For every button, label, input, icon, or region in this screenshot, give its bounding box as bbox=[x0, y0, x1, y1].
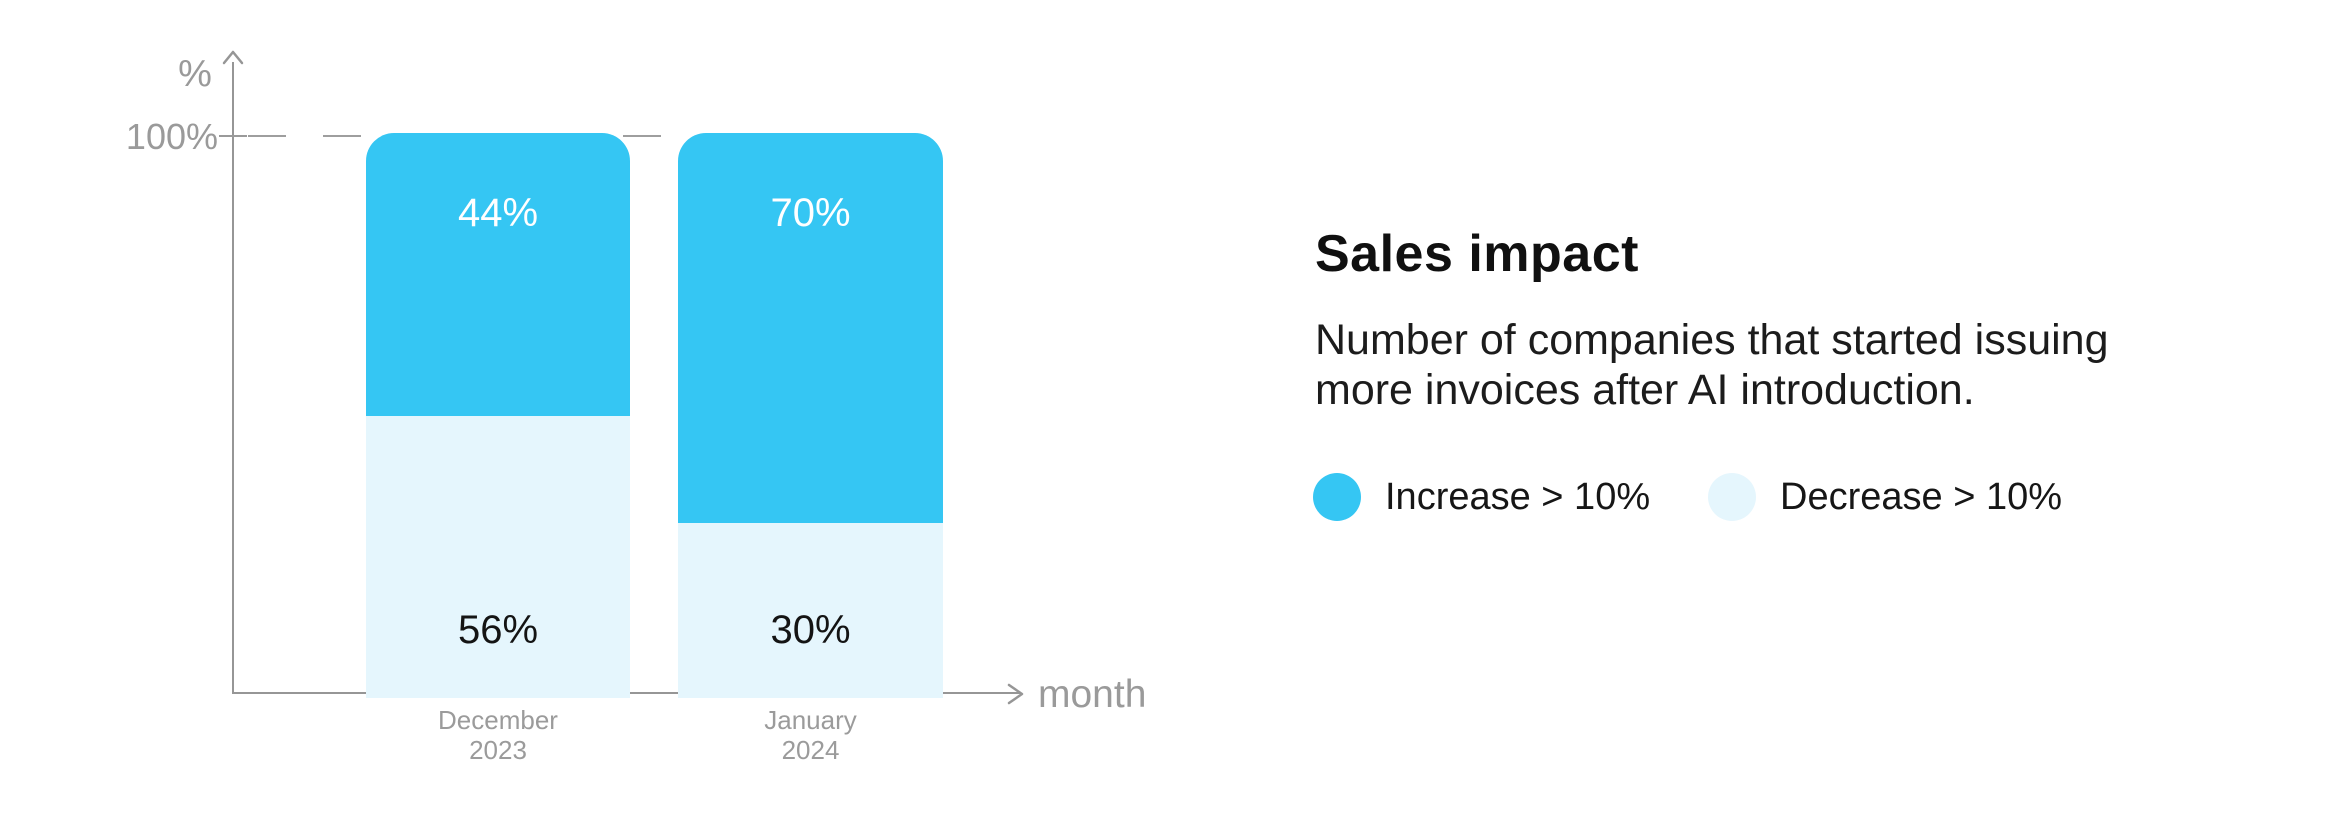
page-title: Sales impact bbox=[1315, 225, 1639, 283]
legend-label-increase: Increase > 10% bbox=[1385, 476, 1651, 518]
bar-value-label-increase-december: 44% bbox=[457, 191, 539, 235]
legend-dot-increase-icon bbox=[1313, 473, 1361, 521]
chart-subtitle-line-1: Number of companies that started issuing bbox=[1315, 316, 2109, 364]
legend-item-increase: Increase > 10% bbox=[1313, 473, 1650, 521]
bar-january-2024: 70% 30% bbox=[678, 133, 943, 698]
y-axis-tick-mark bbox=[219, 135, 247, 137]
legend-dot-decrease-icon bbox=[1708, 473, 1756, 521]
bar-value-label-decrease-december: 56% bbox=[457, 608, 539, 652]
x-axis-unit-label: month bbox=[1038, 673, 1147, 716]
category-year-2024: 2024 bbox=[781, 735, 840, 765]
bar-value-label-increase-january: 70% bbox=[770, 191, 851, 235]
category-month-december: December bbox=[438, 705, 558, 735]
bar-segment-increase-december bbox=[366, 133, 630, 416]
chart-subtitle-line-2: more invoices after AI introduction. bbox=[1315, 366, 1975, 414]
category-year-2023: 2023 bbox=[469, 735, 527, 765]
legend-item-decrease: Decrease > 10% bbox=[1708, 473, 2062, 521]
bar-value-label-decrease-january: 30% bbox=[770, 608, 851, 652]
y-axis-line bbox=[232, 62, 234, 694]
bar-segment-decrease-january bbox=[678, 522, 943, 698]
bar-segment-decrease-december bbox=[366, 415, 630, 698]
y-axis-unit-label: % bbox=[178, 53, 212, 95]
chart-subtitle: Number of companies that started issuing… bbox=[1315, 315, 2109, 415]
x-category-label-january-2024: January 2024 bbox=[678, 705, 943, 765]
x-category-label-december-2023: December 2023 bbox=[366, 705, 630, 765]
bar-december-2023: 44% 56% bbox=[366, 133, 630, 698]
x-axis-arrow-icon bbox=[1007, 683, 1024, 705]
category-month-january: January bbox=[764, 705, 857, 735]
bar-segment-increase-january bbox=[678, 133, 943, 523]
y-axis-arrow-icon bbox=[222, 50, 244, 65]
y-tick-label-100: 100% bbox=[125, 116, 218, 157]
legend-label-decrease: Decrease > 10% bbox=[1780, 476, 2062, 518]
